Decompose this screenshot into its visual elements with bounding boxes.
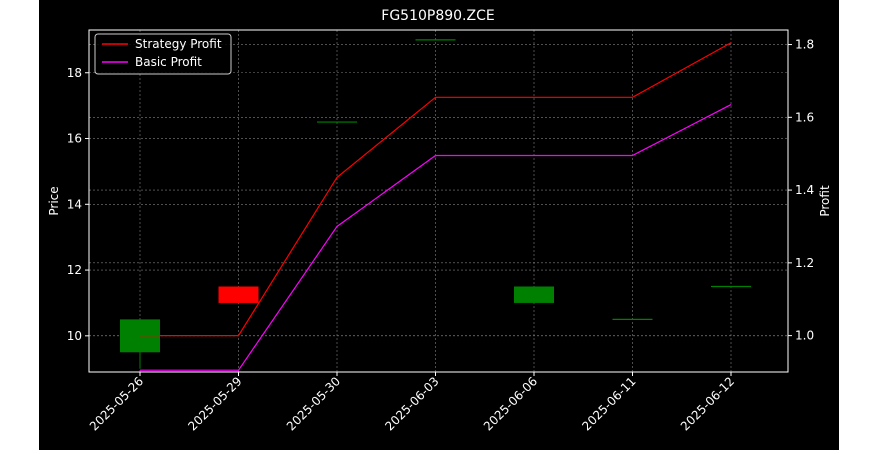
chart-figure: FG510P890.ZCE 10 12 14 16 18 1.0 1.2 1.4 1.6 1.8… [39,0,839,450]
candle-2025-05-29 [218,286,259,303]
y-tick-label: 16 [67,132,82,146]
x-tick-label: 2025-06-03 [382,374,441,433]
x-tick-label: 2025-06-12 [678,374,737,433]
profit-lines [140,42,732,371]
y2-tick-label: 1.6 [795,110,814,124]
x-tick-label: 2025-06-11 [579,374,638,433]
legend-label-basic: Basic Profit [135,55,202,69]
y2-tick-label: 1.8 [795,38,814,52]
basic-profit-line [140,104,732,371]
x-tick-label: 2025-06-06 [481,374,540,433]
y-axis-label: Price [47,186,61,215]
y-tick-label: 14 [67,197,82,211]
strategy-profit-line [140,42,732,337]
y2-tick-label: 1.0 [795,329,814,343]
legend-label-strategy: Strategy Profit [135,37,222,51]
y2-axis-label: Profit [818,185,832,217]
y2-tick-label: 1.2 [795,256,814,270]
grid-lines [89,30,788,372]
right-axis-ticks: 1.0 1.2 1.4 1.6 1.8 [788,38,814,343]
chart-svg: FG510P890.ZCE 10 12 14 16 18 1.0 1.2 1.4 1.6 1.8… [47,8,832,433]
y-tick-label: 12 [67,263,82,277]
chart-title: FG510P890.ZCE [381,8,494,24]
candle-2025-06-06 [514,286,554,303]
plot-frame [88,29,789,373]
legend-box [94,33,232,75]
x-axis-ticks: 2025-05-26 2025-05-29 2025-05-30 2025-06-03… [87,372,737,433]
x-tick-label: 2025-05-29 [185,374,244,433]
x-tick-label: 2025-05-26 [87,374,146,433]
x-tick-label: 2025-05-30 [284,374,343,433]
y-tick-label: 18 [67,66,82,80]
y-tick-label: 10 [67,329,82,343]
legend: Strategy Profit Basic Profit [94,33,232,75]
left-axis-ticks: 10 12 14 16 18 [67,66,89,343]
y2-tick-label: 1.4 [795,183,814,197]
